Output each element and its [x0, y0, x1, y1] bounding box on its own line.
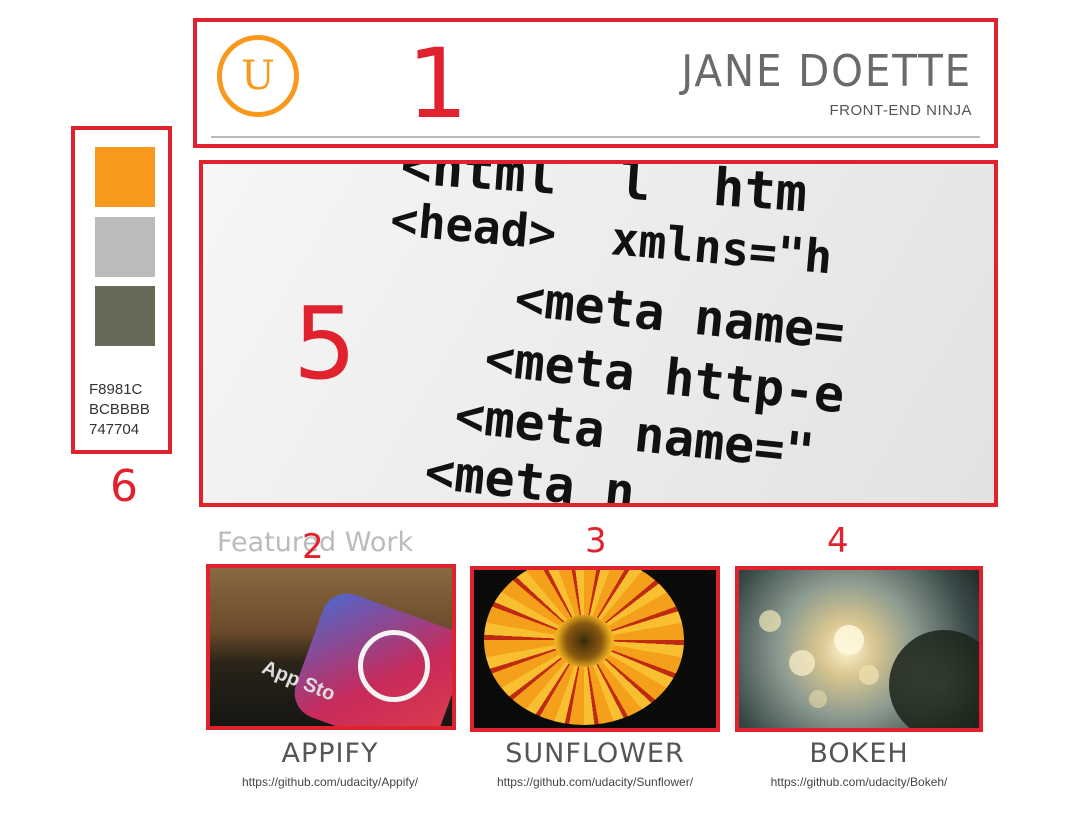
swatch-gray [95, 217, 155, 277]
project-title-sunflower[interactable]: SUNFLOWER [505, 738, 685, 769]
project-card-bokeh[interactable] [735, 566, 983, 732]
swatch-orange [95, 147, 155, 207]
hero-image: <html l htm <head> xmlns="h <meta name= … [203, 164, 994, 503]
project-link-sunflower[interactable]: https://github.com/udacity/Sunflower/ [496, 775, 694, 789]
bokeh-thumbnail [739, 570, 979, 728]
project-card-appify[interactable]: App Sto [206, 564, 456, 730]
page-title: JANE DOETTE [681, 46, 972, 97]
hero-image-frame: <html l htm <head> xmlns="h <meta name= … [199, 160, 998, 507]
annotation-5: 5 [293, 285, 357, 402]
annotation-4: 4 [827, 521, 849, 561]
udacity-logo-icon[interactable]: U [217, 35, 299, 117]
color-palette: F8981C BCBBBB 747704 [71, 126, 172, 454]
swatch-olive [95, 286, 155, 346]
sunflower-thumbnail [474, 570, 716, 728]
featured-work-heading: Featured Work [217, 527, 414, 558]
header-divider [211, 136, 980, 138]
project-link-bokeh[interactable]: https://github.com/udacity/Bokeh/ [770, 775, 948, 789]
annotation-6: 6 [110, 461, 138, 512]
appify-thumbnail: App Sto [210, 568, 452, 726]
tagline: FRONT-END NINJA [829, 102, 972, 119]
project-title-bokeh[interactable]: BOKEH [809, 738, 909, 769]
hex-label-1: F8981C [89, 381, 143, 398]
hex-label-3: 747704 [89, 421, 140, 438]
project-link-appify[interactable]: https://github.com/udacity/Appify/ [241, 775, 419, 789]
project-card-sunflower[interactable] [470, 566, 720, 732]
site-header: U 1 JANE DOETTE FRONT-END NINJA [193, 18, 998, 148]
annotation-2: 2 [302, 527, 324, 567]
annotation-3: 3 [585, 521, 607, 561]
hex-label-2: BCBBBB [89, 401, 150, 418]
annotation-1: 1 [407, 28, 469, 140]
project-title-appify[interactable]: APPIFY [281, 738, 379, 769]
